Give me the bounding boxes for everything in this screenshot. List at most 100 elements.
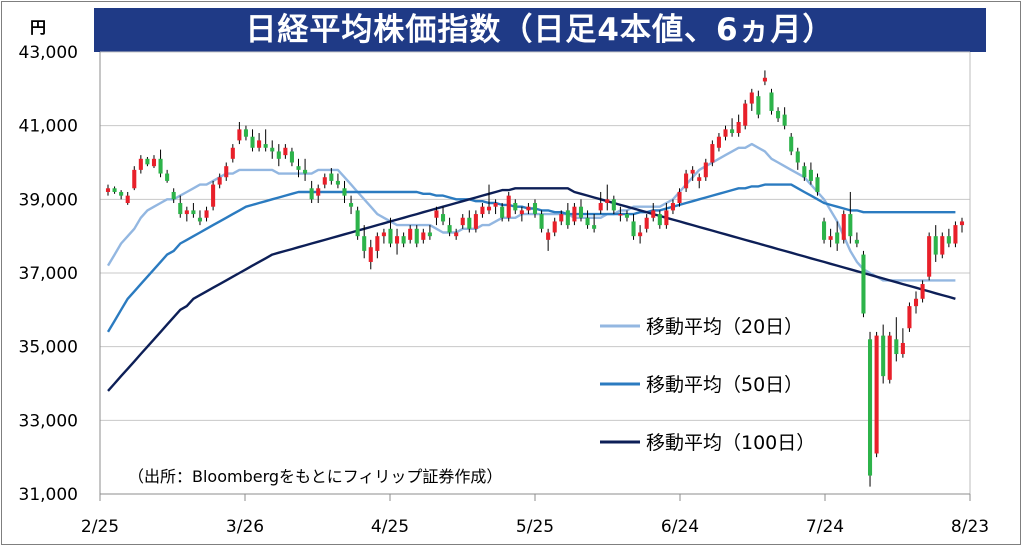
candle <box>743 99 748 130</box>
axes <box>99 52 971 501</box>
candle-body <box>743 103 748 126</box>
candle-body <box>230 147 235 159</box>
candle-body <box>178 203 183 215</box>
candle <box>756 90 761 119</box>
candle <box>145 156 150 167</box>
candle-body <box>618 214 623 216</box>
candle-body <box>710 144 715 163</box>
candle <box>434 206 439 226</box>
candle <box>283 144 288 159</box>
unit-label: 円 <box>30 18 46 37</box>
candle <box>684 169 689 192</box>
candle-body <box>723 129 728 137</box>
candle-body <box>349 203 354 207</box>
candle <box>552 217 557 237</box>
candle-body <box>125 195 130 204</box>
legend-item: 移動平均（50日） <box>600 374 803 396</box>
candle-body <box>526 206 531 211</box>
legend: 移動平均（20日） 移動平均（50日） 移動平均（100日） <box>600 316 815 454</box>
candle-body <box>506 195 511 218</box>
candle-body <box>539 214 544 229</box>
candle <box>355 206 360 240</box>
candle <box>375 232 380 259</box>
candle <box>421 228 426 244</box>
x-tick-label: 2/25 <box>81 517 119 537</box>
candle-body <box>454 232 459 237</box>
candle-body <box>684 173 689 189</box>
candle <box>401 232 406 248</box>
candle <box>907 302 912 332</box>
candle-body <box>769 92 774 111</box>
candle <box>598 191 603 215</box>
y-tick-label: 39,000 <box>19 190 78 210</box>
candle-body <box>486 206 492 211</box>
candle-body <box>762 77 767 82</box>
candle-body <box>513 203 518 211</box>
candle <box>592 214 597 233</box>
candle <box>690 166 695 181</box>
candle <box>946 228 951 248</box>
candle <box>513 199 518 215</box>
candle-body <box>395 236 400 244</box>
candle <box>440 206 446 226</box>
candle-body <box>592 225 597 229</box>
candle <box>815 173 820 196</box>
candle <box>329 168 334 185</box>
candle-body <box>381 232 386 237</box>
candle <box>900 328 905 358</box>
candle-body <box>408 228 413 240</box>
candle <box>342 180 347 204</box>
candle <box>736 114 741 137</box>
candle-body <box>473 214 478 229</box>
candle <box>572 203 577 226</box>
candle-body <box>316 188 321 196</box>
ma-line-1 <box>106 142 956 282</box>
candle-body <box>532 203 538 215</box>
candle-body <box>611 199 616 211</box>
candle <box>303 158 308 181</box>
candle <box>776 107 781 122</box>
candle-body <box>480 206 485 215</box>
candle <box>276 144 281 167</box>
candle-body <box>874 335 879 454</box>
candle-body <box>204 210 209 218</box>
candle-body <box>303 169 308 174</box>
candle <box>105 184 111 196</box>
candle-body <box>854 239 859 244</box>
candle-body <box>861 254 866 314</box>
candle <box>638 225 643 244</box>
candle-body <box>913 298 919 307</box>
candle-body <box>651 210 656 218</box>
candle <box>874 331 879 458</box>
candle-body <box>802 166 807 178</box>
legend-label: 移動平均（100日） <box>646 432 815 454</box>
candle <box>119 190 124 200</box>
candle <box>959 217 965 233</box>
candle-body <box>920 284 925 299</box>
candle <box>664 203 669 229</box>
candle-body <box>257 140 262 148</box>
candle <box>460 214 465 229</box>
candle-body <box>736 121 741 134</box>
candle <box>670 199 675 215</box>
y-tick-label: 37,000 <box>19 264 78 284</box>
candle-body <box>624 214 630 218</box>
candle-body <box>112 188 117 192</box>
candle <box>243 125 248 141</box>
candle <box>211 180 216 211</box>
candle <box>769 88 774 115</box>
candle-body <box>749 92 754 104</box>
candle-body <box>835 232 840 244</box>
candle-body <box>138 158 143 170</box>
candle <box>894 317 899 362</box>
y-tick-label: 43,000 <box>19 43 78 63</box>
candle-body <box>900 342 905 355</box>
candle-body <box>368 247 373 262</box>
candle-body <box>421 232 426 240</box>
candle-body <box>447 225 452 233</box>
candle-body <box>697 177 702 181</box>
candle <box>368 239 373 270</box>
candle-body <box>440 214 446 222</box>
candle-body <box>283 147 288 156</box>
candle-body <box>132 169 137 189</box>
